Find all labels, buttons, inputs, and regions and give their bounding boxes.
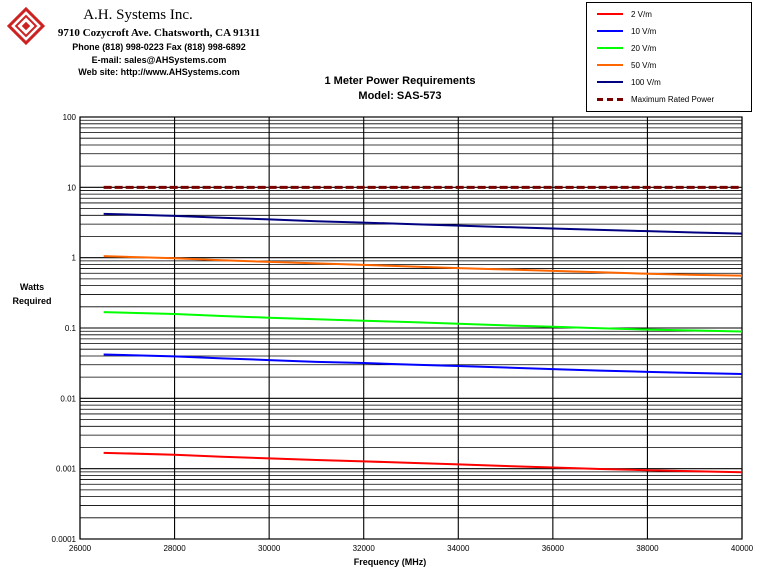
x-tick-label: 32000 — [353, 544, 376, 553]
y-tick-label: 0.01 — [60, 394, 76, 403]
company-name: A.H. Systems Inc. — [83, 7, 193, 23]
x-tick-label: 40000 — [731, 544, 754, 553]
y-tick-label: 100 — [63, 113, 77, 122]
y-axis-label: Watts Required — [12, 282, 52, 306]
series-line — [103, 311, 743, 333]
legend-swatch — [597, 47, 623, 49]
chart-legend: 2 V/m 10 V/m 20 V/m 50 V/m 100 V/m Maximum Ra… — [586, 2, 752, 112]
legend-item: 50 V/m — [597, 57, 656, 73]
legend-label: 10 V/m — [631, 26, 657, 36]
company-address: 9710 Cozycroft Ave. Chatsworth, CA 91311 — [57, 27, 261, 39]
legend-swatch — [597, 97, 623, 101]
legend-label: 100 V/m — [631, 77, 661, 87]
x-tick-label: 38000 — [636, 544, 659, 553]
x-tick-label: 36000 — [542, 544, 565, 553]
series-line — [103, 212, 743, 235]
series-line — [103, 353, 743, 375]
y-tick-label: 0.0001 — [52, 535, 77, 544]
legend-swatch — [597, 30, 623, 32]
company-phone: Phone (818) 998-0223 Fax (818) 998-6892 — [72, 42, 246, 52]
x-tick-label: 34000 — [447, 544, 470, 553]
legend-swatch — [597, 64, 623, 66]
y-tick-label: 10 — [67, 183, 76, 192]
x-tick-label: 30000 — [258, 544, 281, 553]
legend-item: 20 V/m — [597, 40, 656, 56]
x-tick-label: 28000 — [163, 544, 186, 553]
company-email: E-mail: sales@AHSystems.com — [91, 55, 227, 65]
legend-swatch — [597, 13, 623, 15]
x-tick-label: 26000 — [69, 544, 92, 553]
series-line — [103, 255, 743, 277]
series-line — [103, 451, 743, 474]
chart-subtitle: Model: SAS-573 — [358, 90, 442, 102]
legend-item: Maximum Rated Power — [597, 91, 714, 107]
legend-item: 2 V/m — [597, 6, 652, 22]
legend-swatch — [597, 81, 623, 83]
ahs-logo-icon — [6, 6, 46, 46]
legend-label: 2 V/m — [631, 9, 652, 19]
plot-area-border — [79, 116, 743, 540]
y-tick-label: 0.1 — [65, 324, 77, 333]
legend-label: 50 V/m — [631, 60, 657, 70]
company-website: Web site: http://www.AHSystems.com — [78, 67, 240, 77]
y-tick-label: 0.001 — [56, 465, 77, 474]
legend-item: 100 V/m — [597, 74, 661, 90]
chart-title: 1 Meter Power Requirements — [324, 75, 476, 87]
y-tick-label: 1 — [72, 254, 77, 263]
x-axis-label: Frequency (MHz) — [353, 557, 427, 567]
legend-label: Maximum Rated Power — [631, 94, 715, 104]
legend-item: 10 V/m — [597, 23, 656, 39]
legend-label: 20 V/m — [631, 43, 657, 53]
